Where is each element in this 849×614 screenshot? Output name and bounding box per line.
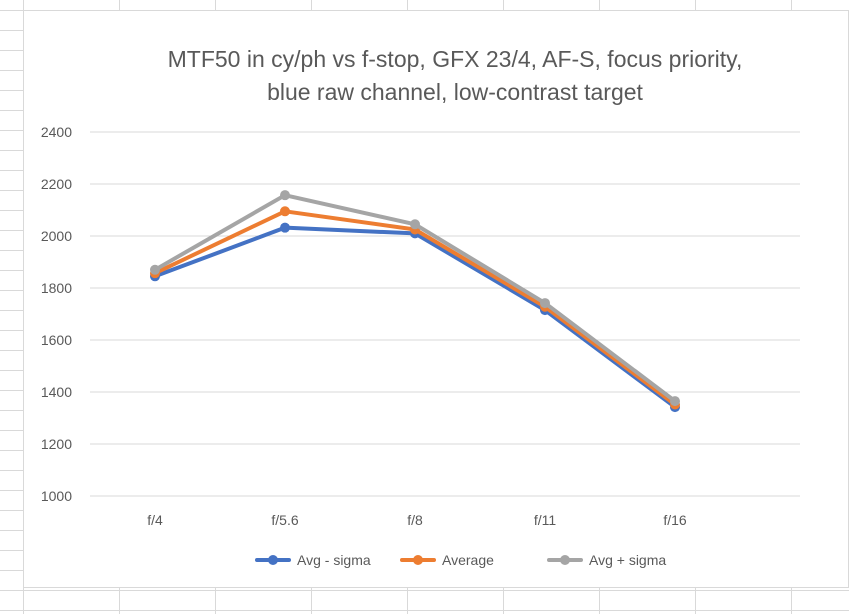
data-point (280, 222, 290, 233)
chart-title-line-2: blue raw channel, low-contrast target (267, 79, 643, 105)
gridlines (90, 131, 800, 497)
y-tick-label: 1600 (41, 332, 72, 348)
x-tick-label: f/11 (534, 512, 557, 528)
legend-marker (413, 555, 423, 565)
x-axis-tick-labels: f/4 f/5.6 f/8 f/11 f/16 (147, 512, 687, 528)
y-tick-label: 1800 (41, 280, 72, 296)
data-point (280, 206, 290, 217)
x-tick-label: f/4 (147, 512, 163, 528)
legend-label: Avg - sigma (297, 552, 371, 568)
legend-item: Avg + sigma (547, 552, 666, 568)
series-line (153, 225, 677, 410)
legend-item: Average (400, 552, 494, 568)
data-point (540, 298, 550, 309)
legend-item: Avg - sigma (255, 552, 371, 568)
data-point (670, 396, 680, 407)
y-tick-label: 1000 (41, 488, 72, 504)
y-tick-label: 2000 (41, 228, 72, 244)
x-tick-label: f/8 (407, 512, 423, 528)
y-axis-tick-labels: 1000 1200 1400 1600 1800 2000 2200 2400 (41, 124, 72, 504)
y-tick-label: 2400 (41, 124, 72, 140)
y-tick-label: 1200 (41, 436, 72, 452)
series-0 (150, 222, 680, 413)
chart-title-line-1: MTF50 in cy/ph vs f-stop, GFX 23/4, AF-S… (168, 46, 743, 72)
data-series (150, 190, 680, 413)
chart-area[interactable]: MTF50 in cy/ph vs f-stop, GFX 23/4, AF-S… (23, 10, 849, 588)
y-tick-label: 2200 (41, 176, 72, 192)
series-line (153, 209, 677, 407)
legend-label: Average (442, 552, 494, 568)
legend-marker (560, 555, 570, 565)
legend-marker (268, 555, 278, 565)
legend: Avg - sigma Average Avg + sigma (255, 552, 666, 568)
series-2 (150, 190, 680, 407)
legend-label: Avg + sigma (589, 552, 666, 568)
data-point (150, 264, 160, 275)
y-tick-label: 1400 (41, 384, 72, 400)
data-point (280, 190, 290, 201)
data-point (410, 219, 420, 230)
x-tick-label: f/5.6 (271, 512, 298, 528)
line-chart: MTF50 in cy/ph vs f-stop, GFX 23/4, AF-S… (41, 46, 800, 568)
x-tick-label: f/16 (663, 512, 687, 528)
chart-title: MTF50 in cy/ph vs f-stop, GFX 23/4, AF-S… (168, 46, 743, 105)
